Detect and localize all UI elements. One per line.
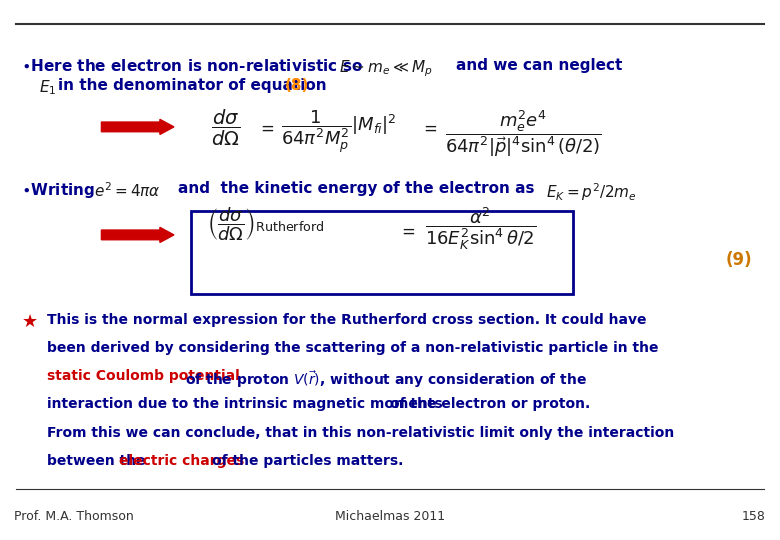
- FancyArrow shape: [101, 119, 174, 134]
- Text: $E \sim m_e \ll M_p$: $E \sim m_e \ll M_p$: [339, 58, 433, 79]
- Text: been derived by considering the scattering of a non-relativistic particle in the: been derived by considering the scatteri…: [47, 341, 658, 355]
- Text: $\dfrac{1}{64\pi^2 M_p^2}|M_{fi}|^2$: $\dfrac{1}{64\pi^2 M_p^2}|M_{fi}|^2$: [281, 108, 396, 155]
- Text: of the proton $V(\vec{r})$, without any consideration of the: of the proton $V(\vec{r})$, without any …: [185, 369, 587, 390]
- Text: between the: between the: [47, 454, 145, 468]
- Text: $=$: $=$: [398, 221, 415, 239]
- Text: of the electron or proton.: of the electron or proton.: [390, 397, 590, 411]
- Text: $\bullet$Writing: $\bullet$Writing: [21, 181, 95, 200]
- Text: Prof. M.A. Thomson: Prof. M.A. Thomson: [14, 510, 134, 523]
- Text: $\dfrac{\alpha^2}{16E_K^2 \sin^4 \theta/2}$: $\dfrac{\alpha^2}{16E_K^2 \sin^4 \theta/…: [425, 205, 537, 252]
- Text: 158: 158: [742, 510, 766, 523]
- Text: static Coulomb potential: static Coulomb potential: [47, 369, 239, 383]
- Text: electric charges: electric charges: [119, 454, 244, 468]
- Text: in the denominator of equation: in the denominator of equation: [58, 78, 327, 93]
- Text: Michaelmas 2011: Michaelmas 2011: [335, 510, 445, 523]
- Text: and we can neglect: and we can neglect: [456, 58, 622, 73]
- Text: This is the normal expression for the Rutherford cross section. It could have: This is the normal expression for the Ru…: [47, 313, 647, 327]
- Text: $E_K = p^2/2m_e$: $E_K = p^2/2m_e$: [546, 181, 636, 202]
- Text: (8): (8): [285, 78, 309, 93]
- Text: $e^2 = 4\pi\alpha$: $e^2 = 4\pi\alpha$: [94, 181, 161, 200]
- Text: $\left(\dfrac{d\sigma}{d\Omega}\right)_{\mathrm{Rutherford}}$: $\left(\dfrac{d\sigma}{d\Omega}\right)_{…: [207, 205, 324, 243]
- Text: $\bigstar$: $\bigstar$: [21, 313, 38, 331]
- Text: $E_1$: $E_1$: [39, 78, 56, 97]
- Text: and  the kinetic energy of the electron as: and the kinetic energy of the electron a…: [178, 181, 534, 196]
- Bar: [191, 211, 573, 294]
- Text: $\dfrac{m_e^2 e^4}{64\pi^2|\vec{p}|^4 \sin^4(\theta/2)}$: $\dfrac{m_e^2 e^4}{64\pi^2|\vec{p}|^4 \s…: [445, 108, 601, 159]
- Text: $=$: $=$: [257, 119, 275, 137]
- Text: $=$: $=$: [420, 119, 437, 137]
- Text: $\bullet$Here the electron is non-relativistic so: $\bullet$Here the electron is non-relati…: [21, 58, 363, 75]
- Text: of the particles matters.: of the particles matters.: [212, 454, 403, 468]
- Text: (9): (9): [725, 251, 752, 269]
- Text: $\dfrac{d\sigma}{d\Omega}$: $\dfrac{d\sigma}{d\Omega}$: [211, 108, 240, 148]
- Text: interaction due to the intrinsic magnetic moments: interaction due to the intrinsic magneti…: [47, 397, 442, 411]
- FancyArrow shape: [101, 227, 174, 242]
- Text: From this we can conclude, that in this non-relativistic limit only the interact: From this we can conclude, that in this …: [47, 426, 674, 440]
